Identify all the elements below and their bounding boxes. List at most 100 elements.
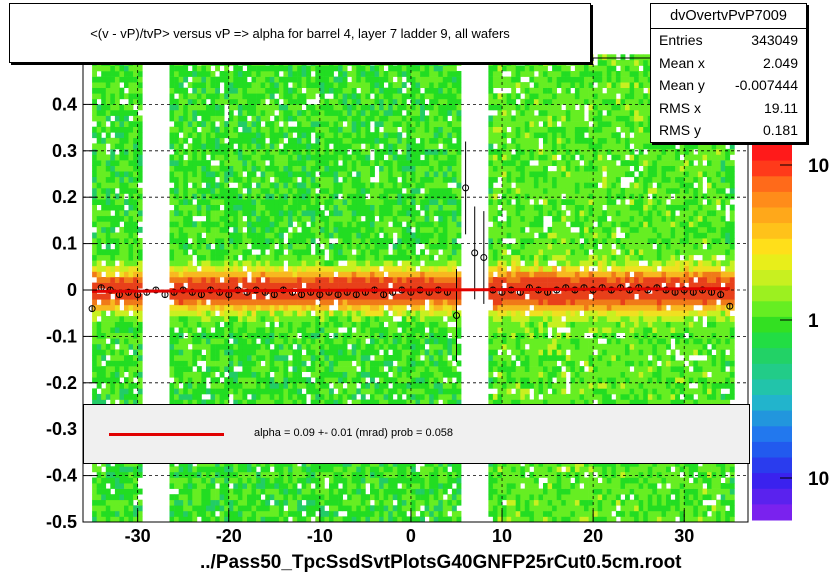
heatmap-cell <box>174 232 179 239</box>
heatmap-cell <box>319 277 325 283</box>
heatmap-cell <box>183 160 189 166</box>
heatmap-cell <box>183 505 189 512</box>
heatmap-cell <box>365 343 371 350</box>
heatmap-cell <box>183 299 189 306</box>
heatmap-cell <box>315 87 321 94</box>
heatmap-cell <box>406 71 412 77</box>
heatmap-cell <box>360 393 366 400</box>
heatmap-cell <box>242 494 248 501</box>
heatmap-cell <box>178 304 184 311</box>
heatmap-cell <box>342 115 348 122</box>
heatmap-cell <box>333 243 339 250</box>
heatmap-cell <box>392 154 398 161</box>
heatmap-cell <box>278 399 284 406</box>
heatmap-cell <box>174 65 179 72</box>
heatmap-cell <box>310 360 316 367</box>
heatmap-cell <box>278 226 284 233</box>
heatmap-cell <box>124 210 129 217</box>
heatmap-cell <box>278 310 284 317</box>
heatmap-cell <box>338 243 343 250</box>
heatmap-cell <box>206 271 211 278</box>
heatmap-cell <box>247 204 252 211</box>
heatmap-cell <box>187 355 193 361</box>
heatmap-cell <box>178 98 184 105</box>
heatmap-cell <box>406 232 412 239</box>
heatmap-cell <box>265 243 271 250</box>
heatmap-cell <box>324 260 330 267</box>
heatmap-cell <box>233 466 239 473</box>
heatmap-cell <box>306 176 312 183</box>
heatmap-cell <box>228 93 234 100</box>
heatmap-cell <box>392 505 398 512</box>
heatmap-cell <box>383 505 389 512</box>
heatmap-cell <box>251 505 257 512</box>
heatmap-cell <box>356 277 362 283</box>
heatmap-cell <box>306 488 312 495</box>
heatmap-cell <box>278 204 284 211</box>
heatmap-cell <box>410 377 416 384</box>
heatmap-cell <box>92 327 97 333</box>
heatmap-cell <box>360 148 366 155</box>
heatmap-cell <box>333 87 339 94</box>
heatmap-cell <box>301 182 307 189</box>
heatmap-cell <box>242 148 248 155</box>
heatmap-cell <box>251 71 257 77</box>
heatmap-cell <box>169 477 175 484</box>
heatmap-cell <box>169 327 175 333</box>
heatmap-cell <box>324 182 330 189</box>
heatmap-cell <box>283 516 289 523</box>
heatmap-cell <box>119 393 125 400</box>
heatmap-cell <box>92 393 97 400</box>
heatmap-cell <box>374 210 380 217</box>
heatmap-cell <box>374 466 380 473</box>
heatmap-cell <box>274 310 280 317</box>
heatmap-cell <box>137 343 143 350</box>
heatmap-cell <box>101 388 107 395</box>
heatmap-cell <box>274 488 280 495</box>
heatmap-cell <box>365 466 371 473</box>
heatmap-cell <box>297 165 302 172</box>
heatmap-cell <box>274 204 280 211</box>
heatmap-cell <box>278 382 284 389</box>
heatmap-cell <box>178 299 184 306</box>
heatmap-cell <box>233 243 239 250</box>
heatmap-cell <box>260 371 266 378</box>
heatmap-cell <box>388 510 394 517</box>
heatmap-cell <box>237 505 243 512</box>
heatmap-cell <box>206 210 211 217</box>
heatmap-cell <box>401 249 407 256</box>
heatmap-cell <box>265 165 271 172</box>
heatmap-cell <box>288 232 293 239</box>
heatmap-cell <box>383 260 389 267</box>
heatmap-cell <box>237 165 243 172</box>
heatmap-cell <box>379 316 384 322</box>
heatmap-cell <box>333 282 339 289</box>
heatmap-cell <box>392 93 398 100</box>
heatmap-cell <box>383 254 389 261</box>
heatmap-cell <box>365 293 371 300</box>
heatmap-cell <box>283 115 289 122</box>
heatmap-cell <box>301 76 307 83</box>
heatmap-cell <box>410 154 416 161</box>
heatmap-cell <box>374 494 380 501</box>
heatmap-cell <box>178 271 184 278</box>
heatmap-cell <box>133 360 138 367</box>
heatmap-cell <box>110 249 116 256</box>
heatmap-cell <box>324 243 330 250</box>
heatmap-cell <box>256 193 261 200</box>
heatmap-cell <box>288 494 293 501</box>
heatmap-cell <box>192 143 198 150</box>
heatmap-cell <box>215 93 220 100</box>
heatmap-cell <box>319 321 325 328</box>
heatmap-cell <box>342 471 348 478</box>
heatmap-cell <box>297 265 302 272</box>
heatmap-cell <box>119 137 125 144</box>
heatmap-cell <box>329 393 334 400</box>
heatmap-cell <box>137 93 143 100</box>
heatmap-cell <box>133 121 138 127</box>
heatmap-cell <box>278 510 284 517</box>
heatmap-cell <box>329 126 334 133</box>
heatmap-cell <box>124 176 129 183</box>
heatmap-cell <box>379 483 384 489</box>
heatmap-cell <box>183 199 189 205</box>
